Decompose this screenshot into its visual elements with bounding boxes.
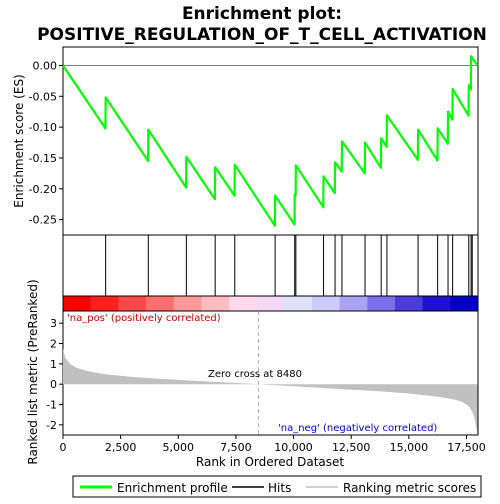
metric-y-tick-label: 3 — [50, 317, 57, 330]
hit-lines — [105, 235, 473, 296]
negative-correlation-label: 'na_neg' (negatively correlated) — [278, 423, 437, 434]
legend-enrichment-label: Enrichment profile — [117, 481, 228, 495]
hits-panel — [62, 234, 479, 297]
ranking-heatmap-bar — [63, 296, 479, 311]
heatmap-segment — [395, 296, 424, 311]
heatmap-segment — [339, 296, 368, 311]
heatmap-segment — [146, 296, 175, 311]
heatmap-segment — [450, 296, 479, 311]
es-y-tick-label: 0.00 — [33, 59, 58, 72]
heatmap-segment — [201, 296, 230, 311]
es-y-tick-label: -0.15 — [29, 152, 57, 165]
ranking-metric-area — [63, 348, 478, 432]
metric-y-tick-label: -2 — [46, 419, 57, 432]
chart-title-line1: Enrichment plot: — [182, 4, 342, 24]
heatmap-segment — [367, 296, 396, 311]
metric-panel: 3 2 1 0 -1 -2 'na_pos' (positively correlated… — [26, 279, 479, 465]
x-axis: 0 2,500 5,000 7,500 10,000 12,500 15,000 17,500 — [60, 435, 486, 454]
x-tick-label: 2,500 — [105, 441, 137, 454]
heatmap-segment — [229, 296, 258, 311]
es-y-tick-label: -0.20 — [29, 183, 57, 196]
legend-ranking-label: Ranking metric scores — [343, 481, 476, 495]
metric-y-tick-label: 0 — [50, 378, 57, 391]
positive-correlation-label: 'na_pos' (positively correlated) — [67, 313, 221, 324]
zero-cross-label: Zero cross at 8480 — [208, 369, 302, 380]
x-tick-label: 5,000 — [163, 441, 195, 454]
legend: Enrichment profile Hits Ranking metric s… — [72, 475, 482, 498]
es-y-axis: 0.00 -0.05 -0.10 -0.15 -0.20 -0.25 — [29, 59, 63, 227]
heatmap-segment — [284, 296, 313, 311]
metric-y-axis-label: Ranked list metric (PreRanked) — [26, 279, 40, 464]
chart-title-line2: POSITIVE_REGULATION_OF_T_CELL_ACTIVATION — [37, 25, 487, 45]
es-y-axis-label: Enrichment score (ES) — [12, 74, 26, 207]
heatmap-segment — [422, 296, 451, 311]
metric-plot-frame — [62, 310, 479, 436]
legend-box — [72, 475, 482, 498]
x-tick-label: 7,500 — [220, 441, 252, 454]
metric-y-tick-label: 1 — [50, 358, 57, 371]
x-tick-label: 17,500 — [447, 441, 486, 454]
x-tick-label: 0 — [60, 441, 67, 454]
heatmap-segment — [173, 296, 202, 311]
metric-y-tick-label: -1 — [46, 399, 57, 412]
es-panel: 0.00 -0.05 -0.10 -0.15 -0.20 -0.25 Enrichment… — [12, 46, 479, 236]
es-y-tick-label: -0.05 — [29, 90, 57, 103]
heatmap-segment — [312, 296, 341, 311]
x-tick-label: 12,500 — [332, 441, 371, 454]
heatmap-segment — [256, 296, 285, 311]
es-plot-frame — [62, 46, 479, 236]
es-y-tick-label: -0.10 — [29, 121, 57, 134]
x-axis-label: Rank in Ordered Dataset — [196, 455, 344, 469]
heatmap-segment — [90, 296, 119, 311]
heatmap-segment — [118, 296, 147, 311]
x-tick-label: 10,000 — [274, 441, 313, 454]
x-tick-label: 15,000 — [390, 441, 429, 454]
heatmap-segment — [63, 296, 92, 311]
hits-frame — [62, 234, 479, 297]
enrichment-profile-line — [62, 55, 479, 227]
legend-hits-label: Hits — [268, 481, 291, 495]
metric-y-axis: 3 2 1 0 -1 -2 — [46, 317, 63, 432]
metric-y-tick-label: 2 — [50, 338, 57, 351]
es-y-tick-label: -0.25 — [29, 214, 57, 227]
